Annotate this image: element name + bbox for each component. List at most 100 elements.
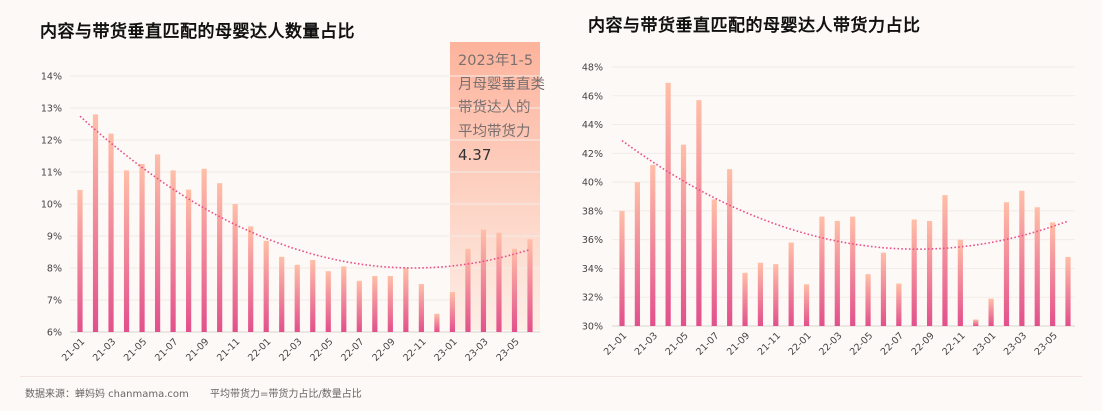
x-tick-label: 22-01 [786, 330, 813, 357]
x-tick-label: 22-05 [308, 336, 335, 363]
bar-21-06 [696, 100, 702, 326]
y-tick-label: 11% [41, 168, 62, 179]
bar-23-02 [465, 248, 471, 332]
note-value: 4.37 [458, 146, 492, 164]
bar-21-06 [154, 154, 161, 332]
trendline [79, 115, 531, 269]
y-tick-label: 38% [582, 206, 603, 217]
y-tick-label: 13% [41, 104, 62, 115]
y-tick-label: 12% [41, 136, 62, 147]
x-tick-label: 23-01 [971, 330, 998, 357]
bar-21-10 [757, 262, 764, 326]
bar-22-01 [263, 240, 269, 332]
x-tick-label: 21-07 [694, 330, 721, 357]
x-tick-label: 21-03 [91, 336, 118, 363]
x-tick-label: 23-03 [463, 336, 490, 363]
x-tick-label: 22-07 [339, 336, 366, 363]
bar-21-02 [92, 114, 99, 333]
chart-title-sales-share: 内容与带货垂直匹配的母婴达人带货力占比 [588, 16, 921, 36]
bar-23-04 [496, 232, 502, 332]
trendline [621, 139, 1069, 250]
bar-22-12 [434, 313, 440, 332]
bar-21-08 [186, 189, 192, 332]
x-tick-label: 21-05 [663, 330, 690, 357]
x-tick-label: 21-11 [215, 336, 242, 363]
y-tick-label: 9% [47, 232, 62, 243]
x-tick-label: 23-03 [1002, 330, 1029, 357]
bar-22-09 [926, 220, 933, 326]
bar-21-04 [123, 170, 130, 332]
bar-22-04 [850, 216, 856, 326]
bar-22-02 [819, 216, 825, 326]
x-tick-label: 22-01 [246, 336, 273, 363]
bar-22-03 [834, 220, 840, 326]
bar-22-07 [356, 280, 362, 332]
bar-22-09 [387, 276, 393, 332]
footer: 数据来源：蝉妈妈 chanmama.com 平均带货力=带货力占比/数量占比 [25, 385, 380, 400]
bar-21-05 [139, 164, 145, 332]
bar-23-02 [1003, 202, 1010, 326]
bar-21-03 [650, 164, 656, 326]
highlight-note: 2023年1-5 月母婴垂直类 带货达人的 平均带货力 4.37 [458, 50, 545, 168]
x-tick-label: 21-09 [725, 330, 752, 357]
bar-22-05 [325, 271, 331, 332]
x-tick-label: 21-11 [756, 330, 783, 357]
x-tick-label: 22-11 [401, 336, 428, 363]
y-tick-label: 34% [582, 264, 603, 275]
y-tick-label: 8% [47, 264, 62, 275]
x-tick-label: 21-01 [60, 336, 87, 363]
footer-source: 数据来源：蝉妈妈 chanmama.com [25, 389, 189, 400]
bar-23-01 [988, 298, 994, 326]
bar-21-09 [742, 272, 748, 326]
x-tick-label: 22-03 [277, 336, 304, 363]
bar-21-03 [108, 133, 114, 332]
bar-22-10 [403, 268, 409, 332]
note-line: 2023年1-5 [458, 53, 534, 69]
y-tick-label: 14% [41, 72, 62, 83]
bar-23-05 [511, 248, 518, 332]
bar-21-01 [619, 210, 625, 326]
note-line: 带货达人的 [458, 100, 531, 116]
bar-21-12 [788, 242, 794, 326]
bar-22-08 [911, 219, 917, 326]
bar-22-01 [803, 284, 810, 326]
bar-21-11 [232, 204, 238, 332]
x-tick-label: 23-01 [432, 336, 459, 363]
y-tick-label: 32% [582, 293, 603, 304]
bar-22-04 [310, 260, 316, 332]
x-tick-label: 21-07 [153, 336, 180, 363]
y-tick-label: 7% [47, 296, 62, 307]
bar-22-10 [942, 195, 948, 326]
x-tick-label: 23-05 [1033, 330, 1060, 357]
bar-21-12 [248, 226, 254, 332]
x-tick-label: 21-01 [602, 330, 629, 357]
bar-22-02 [279, 256, 285, 332]
bar-21-09 [201, 168, 207, 332]
bar-22-11 [957, 239, 963, 326]
x-tick-label: 22-07 [879, 330, 906, 357]
bar-21-04 [665, 82, 671, 326]
bar-23-06 [1065, 256, 1071, 326]
y-tick-label: 48% [582, 63, 603, 74]
x-tick-label: 21-03 [633, 330, 660, 357]
bar-21-08 [727, 169, 733, 326]
bar-22-03 [294, 264, 300, 332]
bar-21-11 [773, 264, 779, 326]
y-tick-label: 6% [47, 328, 62, 339]
bar-23-06 [527, 239, 533, 332]
bar-21-02 [634, 182, 640, 326]
bar-22-11 [418, 284, 424, 332]
y-tick-label: 10% [41, 200, 62, 211]
y-tick-label: 46% [582, 91, 603, 102]
bar-22-12 [973, 319, 979, 326]
bar-21-05 [680, 144, 687, 326]
bar-21-10 [217, 183, 223, 332]
y-tick-label: 40% [582, 178, 603, 189]
y-tick-label: 44% [582, 120, 603, 131]
bar-21-01 [77, 189, 83, 332]
bar-22-06 [880, 252, 887, 326]
x-tick-label: 22-05 [848, 330, 875, 357]
bar-23-05 [1050, 222, 1056, 326]
bar-23-01 [449, 292, 456, 332]
